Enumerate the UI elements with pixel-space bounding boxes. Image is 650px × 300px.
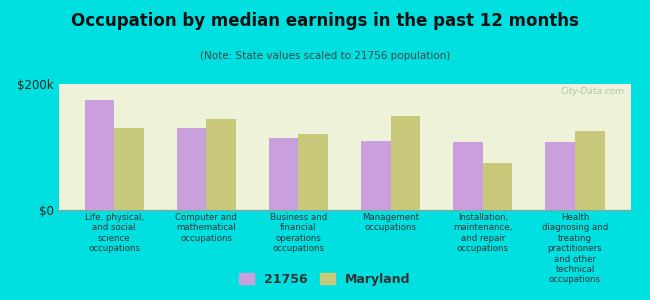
Text: Business and
financial
operations
occupations: Business and financial operations occupa… — [270, 213, 327, 253]
Bar — [545, 142, 575, 210]
Bar — [361, 141, 391, 210]
Bar — [483, 163, 512, 210]
Text: (Note: State values scaled to 21756 population): (Note: State values scaled to 21756 popu… — [200, 51, 450, 61]
Text: Installation,
maintenance,
and repair
occupations: Installation, maintenance, and repair oc… — [453, 213, 512, 253]
Text: City-Data.com: City-Data.com — [561, 86, 625, 95]
Bar — [206, 118, 236, 210]
Text: Management
occupations: Management occupations — [362, 213, 419, 233]
Bar — [269, 137, 298, 210]
Bar — [453, 142, 483, 210]
Legend: 21756, Maryland: 21756, Maryland — [234, 268, 416, 291]
Bar — [114, 128, 144, 210]
Text: Computer and
mathematical
occupations: Computer and mathematical occupations — [176, 213, 237, 243]
Text: Occupation by median earnings in the past 12 months: Occupation by median earnings in the pas… — [71, 12, 579, 30]
Text: Life, physical,
and social
science
occupations: Life, physical, and social science occup… — [84, 213, 144, 253]
Bar — [84, 100, 114, 210]
Bar — [298, 134, 328, 210]
Bar — [177, 128, 206, 210]
Bar — [575, 131, 604, 210]
Bar — [391, 116, 420, 210]
Text: Health
diagnosing and
treating
practitioners
and other
technical
occupations: Health diagnosing and treating practitio… — [542, 213, 608, 284]
